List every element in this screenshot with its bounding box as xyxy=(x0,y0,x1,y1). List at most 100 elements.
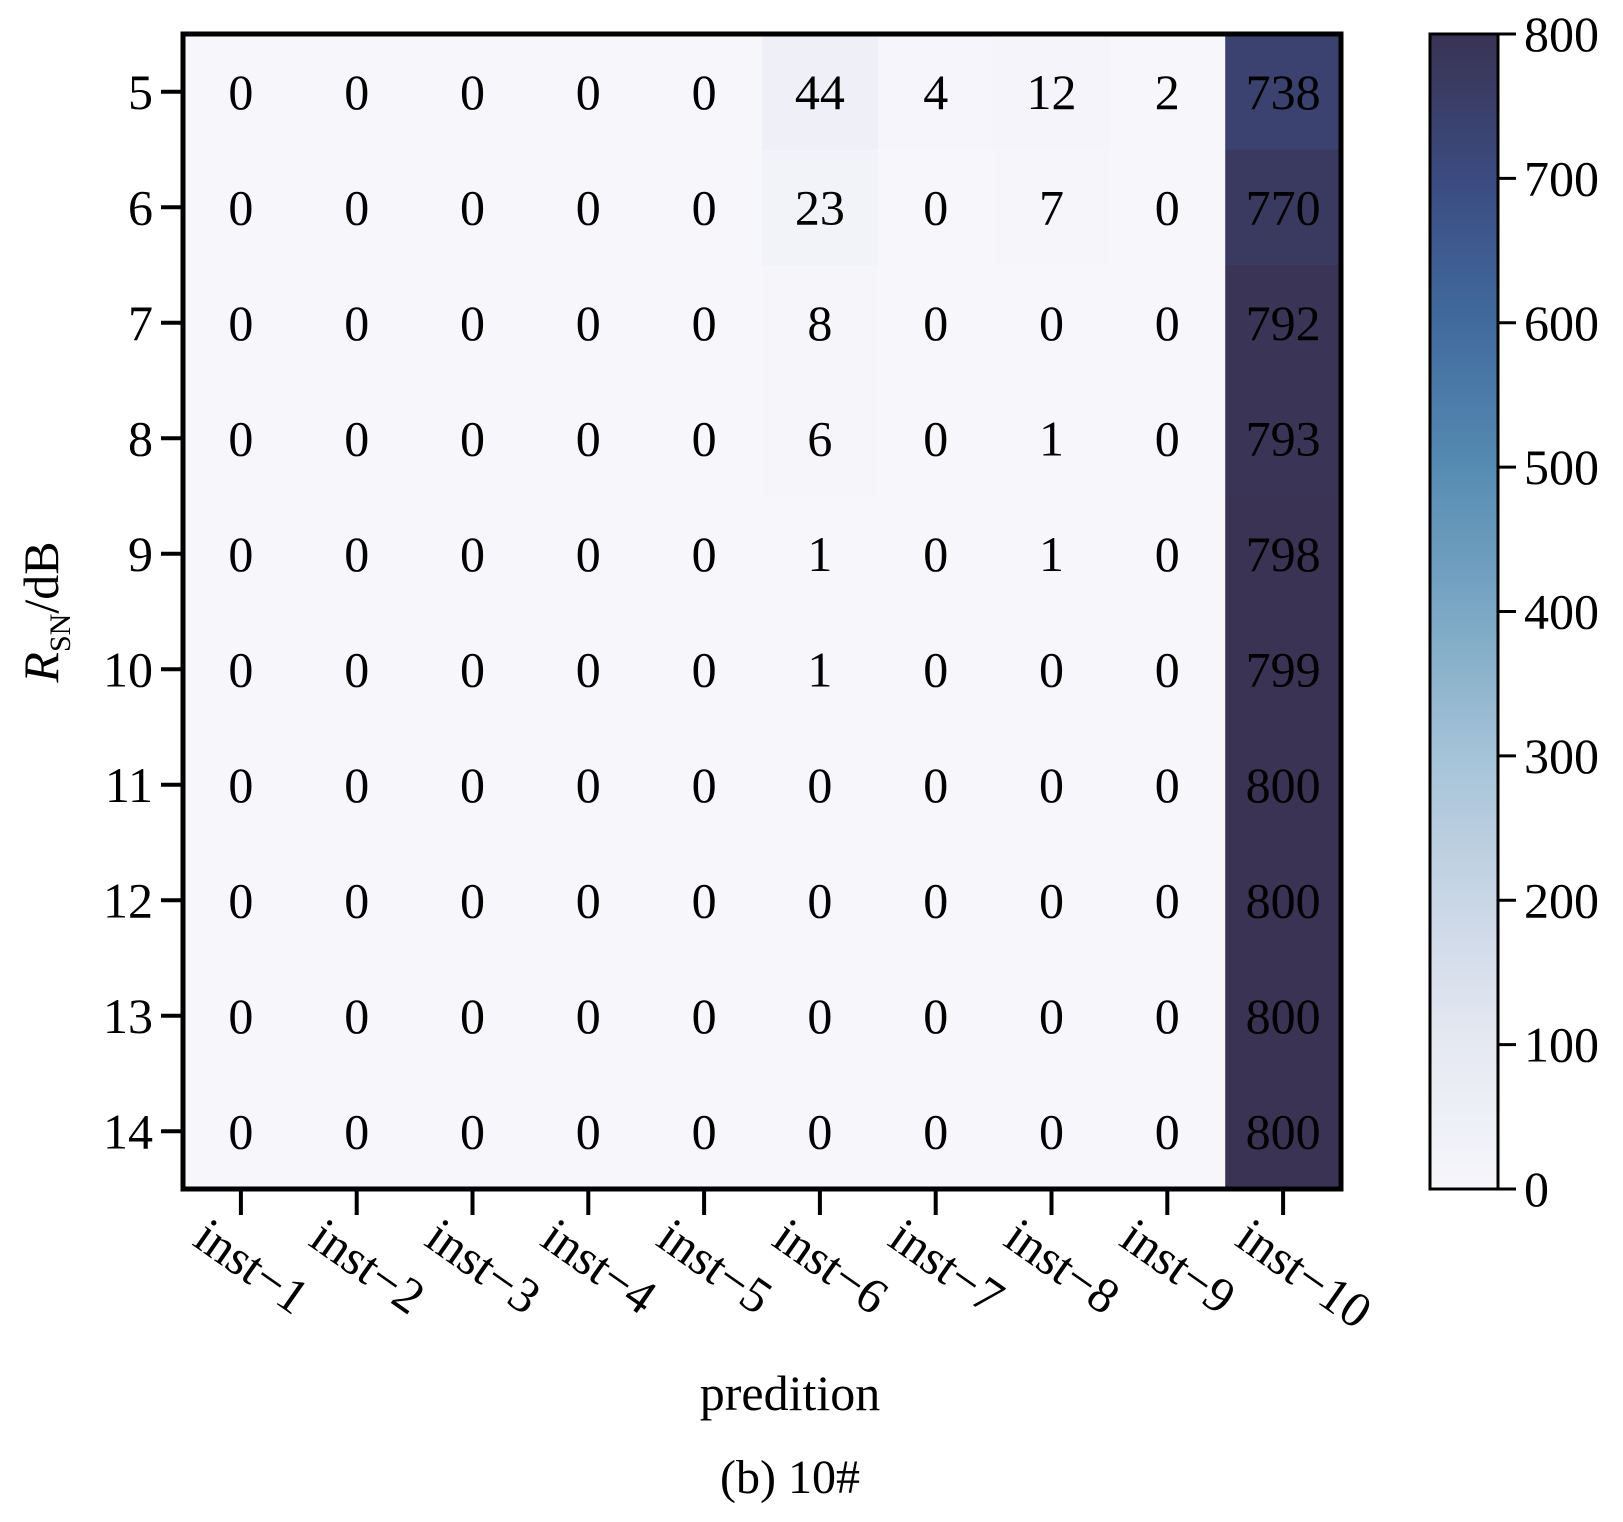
heatmap-cell xyxy=(762,496,879,613)
heatmap-cell xyxy=(414,611,531,728)
cell-value-label: 0 xyxy=(228,64,253,120)
cell-value-label: 0 xyxy=(228,757,253,813)
y-tick-label: 8 xyxy=(128,410,153,466)
cell-value-label: 0 xyxy=(1155,757,1180,813)
cell-value-label: 0 xyxy=(344,179,369,235)
heatmap-cell xyxy=(1225,611,1342,728)
heatmap-cell xyxy=(762,265,879,382)
heatmap-cell xyxy=(993,611,1110,728)
cell-value-label: 1 xyxy=(1039,526,1064,582)
cell-value-label: 738 xyxy=(1246,64,1321,120)
cell-value-label: 0 xyxy=(228,179,253,235)
cell-value-label: 0 xyxy=(1039,988,1064,1044)
cell-value-label: 0 xyxy=(576,526,601,582)
heatmap-cell xyxy=(1109,1073,1226,1190)
cell-value-label: 0 xyxy=(344,757,369,813)
heatmap-cell xyxy=(993,380,1110,497)
cell-value-label: 8 xyxy=(807,295,832,351)
heatmap-cell xyxy=(183,842,300,959)
cell-value-label: 0 xyxy=(692,410,717,466)
cell-value-label: 800 xyxy=(1246,988,1321,1044)
heatmap-cell xyxy=(646,380,763,497)
cell-value-label: 0 xyxy=(344,295,369,351)
heatmap-cells xyxy=(183,34,1342,1190)
heatmap-cell xyxy=(877,496,995,613)
cell-value-label: 0 xyxy=(923,757,948,813)
heatmap-cell xyxy=(762,380,879,497)
cell-value-label: 1 xyxy=(807,641,832,697)
cell-value-label: 0 xyxy=(1039,872,1064,928)
heatmap-cell xyxy=(298,727,416,844)
figure-caption: (b) 10# xyxy=(720,1451,860,1504)
cell-value-label: 0 xyxy=(923,1103,948,1159)
heatmap-cell xyxy=(1225,265,1342,382)
cell-value-label: 0 xyxy=(460,988,485,1044)
cell-value-label: 0 xyxy=(344,64,369,120)
x-axis-ticks: inst−1inst−2inst−3inst−4inst−5inst−6inst… xyxy=(185,1189,1382,1339)
cell-value-label: 0 xyxy=(576,641,601,697)
cell-value-label: 0 xyxy=(692,872,717,928)
heatmap-cell xyxy=(298,496,416,613)
heatmap-cell xyxy=(298,1073,416,1190)
cell-value-label: 0 xyxy=(807,757,832,813)
heatmap-cell xyxy=(298,34,416,151)
heatmap-cell xyxy=(530,727,647,844)
cell-value-label: 0 xyxy=(344,410,369,466)
cell-value-label: 0 xyxy=(692,179,717,235)
cell-value-label: 7 xyxy=(1039,179,1064,235)
cell-value-label: 0 xyxy=(344,526,369,582)
plot-frame xyxy=(180,31,1344,1192)
cell-value-label: 0 xyxy=(692,526,717,582)
x-tick-label: inst−5 xyxy=(648,1207,783,1325)
x-tick-label: inst−3 xyxy=(416,1207,551,1325)
heatmap-cell xyxy=(646,727,763,844)
y-tick-label: 9 xyxy=(128,526,153,582)
heatmap-cell xyxy=(183,958,300,1075)
heatmap-cell xyxy=(298,842,416,959)
heatmap-cell xyxy=(530,265,647,382)
cell-value-label: 0 xyxy=(460,64,485,120)
cell-value-label: 0 xyxy=(1039,757,1064,813)
cell-value-label: 0 xyxy=(576,872,601,928)
heatmap-cell xyxy=(1225,1073,1342,1190)
heatmap-cell xyxy=(762,727,879,844)
cell-value-label: 800 xyxy=(1246,872,1321,928)
y-tick-label: 6 xyxy=(128,179,153,235)
heatmap-cell xyxy=(762,149,879,266)
heatmap-cell xyxy=(1225,727,1342,844)
cell-value-label: 44 xyxy=(795,64,845,120)
heatmap-cell xyxy=(298,611,416,728)
cell-value-label: 0 xyxy=(460,179,485,235)
cell-value-label: 0 xyxy=(576,179,601,235)
y-axis-title: RSN/dB xyxy=(13,541,77,683)
heatmap-cell xyxy=(993,34,1110,151)
colorbar-tick-label: 0 xyxy=(1524,1161,1549,1217)
cell-value-label: 0 xyxy=(923,179,948,235)
heatmap-cell xyxy=(646,842,763,959)
cell-value-label: 6 xyxy=(807,410,832,466)
heatmap-cell xyxy=(183,380,300,497)
heatmap-cell xyxy=(646,958,763,1075)
cell-value-label: 0 xyxy=(460,526,485,582)
x-tick-label: inst−7 xyxy=(879,1207,1014,1325)
colorbar-tick-label: 500 xyxy=(1524,439,1599,495)
cell-value-label: 0 xyxy=(1039,641,1064,697)
cell-value-label: 0 xyxy=(228,988,253,1044)
heatmap-cell xyxy=(762,34,879,151)
cell-value-label: 0 xyxy=(1155,988,1180,1044)
cell-value-label: 0 xyxy=(807,872,832,928)
heatmap-cell xyxy=(1225,958,1342,1075)
cell-value-label: 0 xyxy=(460,410,485,466)
heatmap-cell xyxy=(414,496,531,613)
heatmap-cell xyxy=(1225,149,1342,266)
heatmap-cell xyxy=(993,1073,1110,1190)
heatmap-cell xyxy=(530,380,647,497)
heatmap-cell xyxy=(762,1073,879,1190)
cell-value-label: 0 xyxy=(923,295,948,351)
heatmap-cell xyxy=(530,611,647,728)
heatmap-cell xyxy=(183,1073,300,1190)
heatmap-cell xyxy=(414,149,531,266)
heatmap-cell xyxy=(530,496,647,613)
cell-value-label: 0 xyxy=(923,410,948,466)
